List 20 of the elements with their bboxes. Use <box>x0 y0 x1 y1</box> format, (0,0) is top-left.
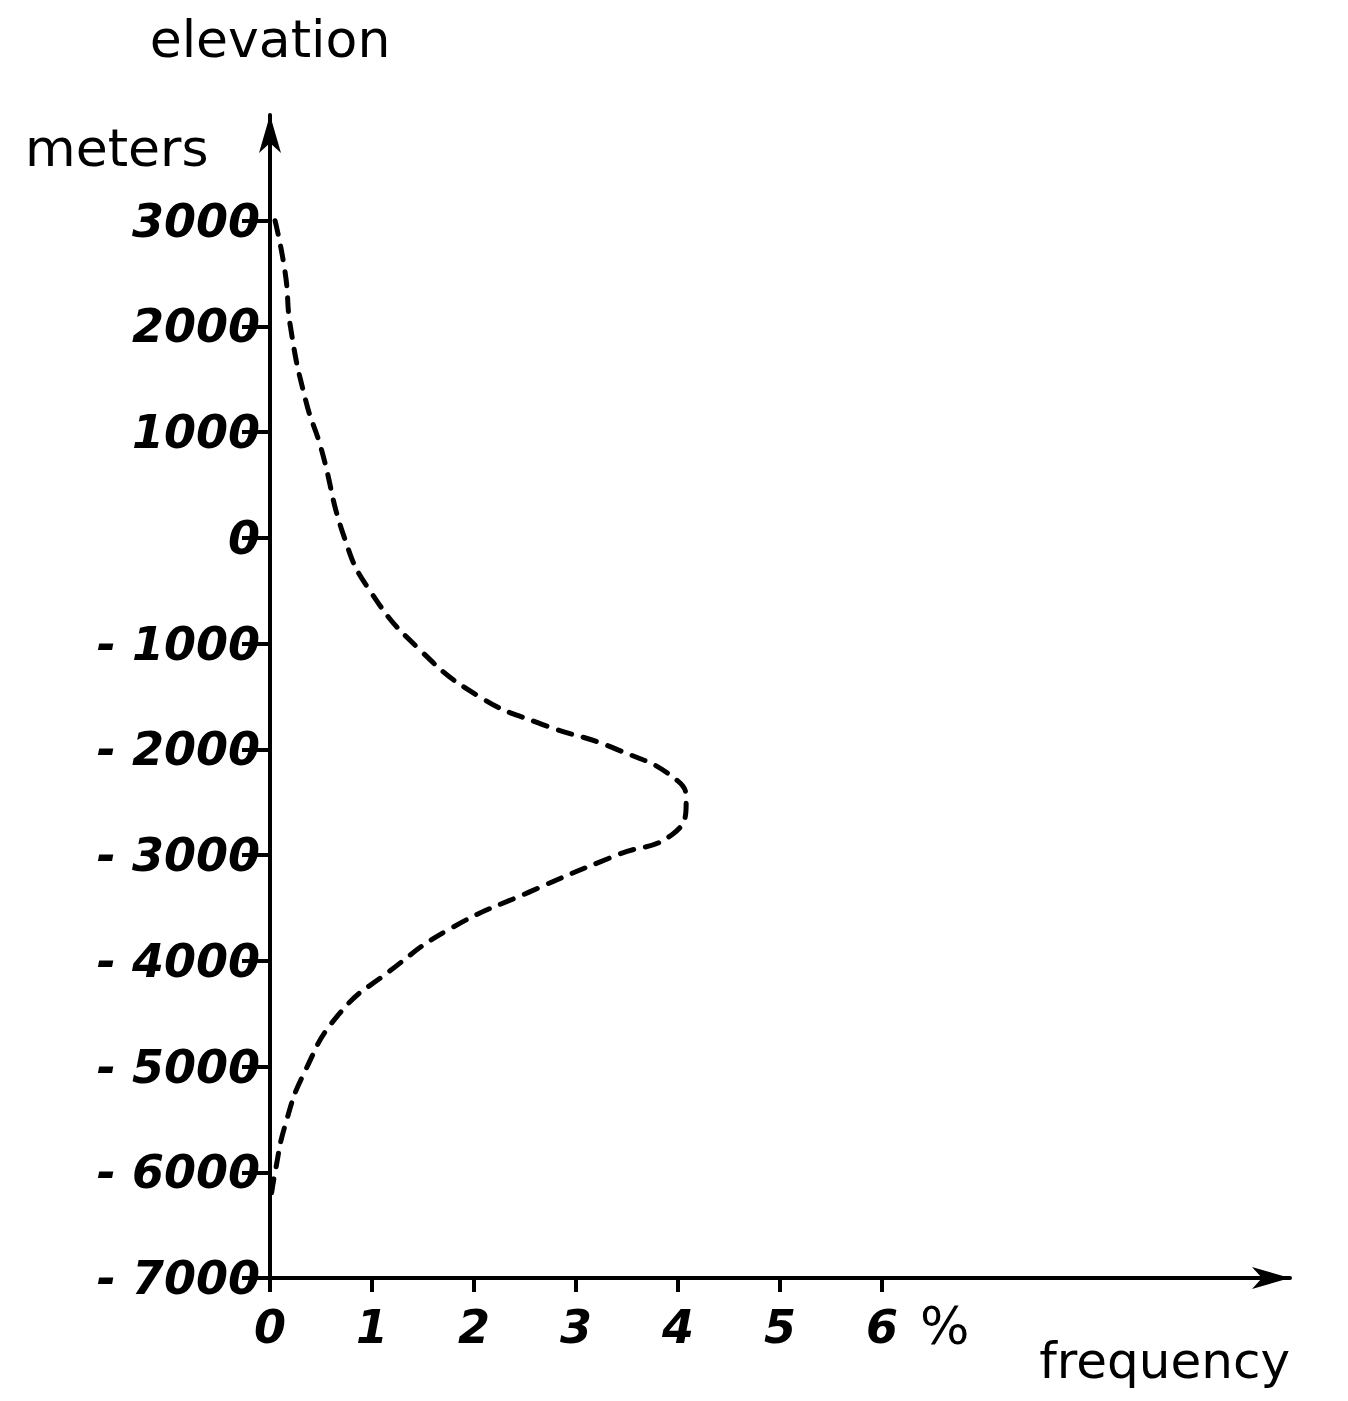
y-tick-label: - 3000 <box>96 828 260 883</box>
x-tick-label: 6 <box>865 1300 899 1354</box>
x-tick-label: 1 <box>355 1300 389 1354</box>
y-tick-label: 1000 <box>131 405 260 460</box>
y-tick-label: - 1000 <box>96 616 260 671</box>
y-tick-label: - 6000 <box>96 1145 260 1200</box>
text: meters <box>25 118 209 178</box>
y-tick-label: - 4000 <box>96 933 260 988</box>
y-tick-label: 3000 <box>131 193 260 248</box>
y-tick-label: - 7000 <box>96 1251 260 1305</box>
x-tick-label: 5 <box>763 1300 797 1354</box>
x-tick-label: 2 <box>457 1300 491 1354</box>
y-tick-label: - 2000 <box>96 722 260 777</box>
y-tick-label: 2000 <box>131 299 260 354</box>
x-axis-title: frequency <box>1039 1332 1290 1390</box>
text: % <box>920 1296 970 1356</box>
y-axis-title: elevation <box>149 9 391 69</box>
y-tick-label: - 5000 <box>96 1039 260 1094</box>
x-tick-label: 4 <box>660 1300 695 1354</box>
x-tick-label: 3 <box>559 1300 593 1354</box>
